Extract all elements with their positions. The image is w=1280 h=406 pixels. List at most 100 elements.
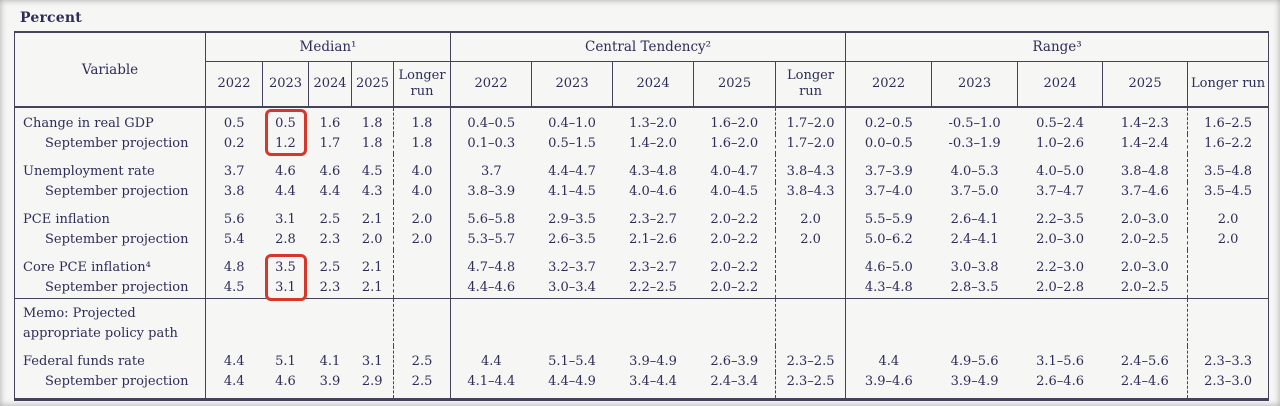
range-value: 3.0–3.8 <box>950 260 999 275</box>
range-value <box>931 298 1018 346</box>
range-value: 2.0–3.0 <box>1120 260 1169 275</box>
year-header-median-4: 2025 <box>351 61 394 108</box>
median-value: 4.8 <box>205 250 263 278</box>
median-value <box>308 298 352 346</box>
range-value: 2.0–3.0 <box>1036 232 1084 247</box>
central-value: 5.3–5.7 <box>450 230 532 250</box>
range-value: 3.7–3.9 <box>845 154 932 182</box>
range-value: 0.0–0.5 <box>845 134 932 154</box>
table-row: September projection 4.4 4.6 3.9 2.9 2.5 4.1–4… <box>14 372 1269 400</box>
median-value: 3.7 <box>205 154 263 182</box>
central-value: 3.9–4.9 <box>629 354 677 369</box>
median-value: 2.8 <box>275 232 296 247</box>
median-value: 2.0 <box>392 202 451 230</box>
median-value: 2.1 <box>361 280 383 295</box>
range-value: 3.1–5.6 <box>1036 354 1084 369</box>
central-value <box>531 298 613 346</box>
median-value: 0.5 <box>205 107 263 134</box>
central-value: 4.1–4.4 <box>450 372 532 400</box>
central-value: 2.9–3.5 <box>548 212 596 227</box>
median-value: 1.8 <box>361 116 383 131</box>
range-value: 3.9–4.9 <box>950 374 999 389</box>
year-header-central-5: Longer run <box>775 61 846 108</box>
central-value: 1.4–2.0 <box>629 136 677 151</box>
range-value: 0.2–0.5 <box>845 107 932 134</box>
range-value: -0.5–1.0 <box>948 116 1001 131</box>
median-value: 4.0 <box>392 154 451 182</box>
table-row: Unemployment rate 3.7 4.6 4.6 4.5 4.0 3.7 4.4–4… <box>14 154 1269 182</box>
range-value: 1.4–2.4 <box>1120 136 1169 151</box>
median-value: 2.5 <box>392 346 451 372</box>
central-value: 4.4–4.7 <box>548 164 596 179</box>
median-value: 5.6 <box>205 202 263 230</box>
median-value: 5.1 <box>275 354 296 369</box>
central-value: 2.4–3.4 <box>710 374 759 389</box>
central-value: 3.0–3.4 <box>548 280 596 295</box>
range-value: 3.7–4.0 <box>845 182 932 202</box>
central-value: 2.3–2.7 <box>629 212 677 227</box>
median-value: 2.0 <box>392 230 451 250</box>
range-value: 2.0–2.5 <box>1120 280 1169 295</box>
central-value: 0.1–0.3 <box>450 134 532 154</box>
central-value: 4.0–4.7 <box>710 164 759 179</box>
median-value: 4.1 <box>319 354 341 369</box>
median-value <box>351 298 394 346</box>
median-value: 4.4 <box>205 346 263 372</box>
group-header-median: Median¹ <box>204 32 451 62</box>
range-value: 2.6–4.1 <box>950 212 999 227</box>
range-value: 2.0–3.0 <box>1120 212 1169 227</box>
central-value <box>775 298 846 346</box>
year-header-central-1: 2022 <box>450 61 532 108</box>
median-value: 4.5 <box>205 278 263 299</box>
year-header-median-2: 2023 <box>262 61 309 108</box>
range-value <box>1102 298 1188 346</box>
central-value: 1.7–2.0 <box>775 134 846 154</box>
row-label: Core PCE inflation⁴ <box>14 250 206 278</box>
range-value: 4.9–5.6 <box>950 354 999 369</box>
median-value: 2.3 <box>319 232 341 247</box>
median-value: 5.4 <box>205 230 263 250</box>
central-value: 4.4 <box>450 346 532 372</box>
median-value: 2.5 <box>319 212 341 227</box>
row-label: September projection <box>14 134 206 154</box>
range-value: 2.0–2.5 <box>1120 232 1169 247</box>
range-value: 2.0 <box>1187 202 1269 230</box>
range-value: 2.4–5.6 <box>1120 354 1169 369</box>
range-value <box>1017 298 1103 346</box>
central-value: 4.1–4.5 <box>548 184 596 199</box>
year-header-median-1: 2022 <box>205 61 263 108</box>
central-value: 2.0–2.2 <box>710 280 759 295</box>
year-header-central-3: 2024 <box>612 61 694 108</box>
median-value: 2.1 <box>361 260 383 275</box>
range-value <box>1187 298 1269 346</box>
table-row: Core PCE inflation⁴ 4.8 3.5 2.5 2.1 4.7–4.8 3.… <box>14 250 1269 278</box>
median-value <box>392 250 451 278</box>
range-value: 5.0–6.2 <box>845 230 932 250</box>
central-value: 3.8–4.3 <box>775 182 846 202</box>
table-row: September projection 0.2 1.2 1.7 1.8 1.8 0.1–0… <box>14 134 1269 154</box>
central-value: 2.3–2.7 <box>629 260 677 275</box>
median-value: 2.5 <box>392 372 451 400</box>
median-value <box>392 278 451 299</box>
range-value: 1.4–2.3 <box>1120 116 1169 131</box>
central-value <box>450 298 532 346</box>
central-value: 4.0–4.5 <box>710 184 759 199</box>
row-label: September projection <box>14 230 206 250</box>
range-value: 2.3–3.3 <box>1187 346 1269 372</box>
median-value: 1.6 <box>319 116 341 131</box>
median-value <box>262 298 309 346</box>
central-value <box>612 298 694 346</box>
median-value: 1.8 <box>392 134 451 154</box>
central-value: 2.0–2.2 <box>710 260 759 275</box>
range-value: -0.3–1.9 <box>948 136 1001 151</box>
median-value: 3.1 <box>275 280 296 295</box>
range-value: 2.4–4.1 <box>950 232 999 247</box>
median-value: 2.3 <box>319 280 341 295</box>
row-label: Unemployment rate <box>14 154 206 182</box>
row-label: PCE inflation <box>14 202 206 230</box>
range-value: 2.3–3.0 <box>1187 372 1269 400</box>
central-value: 4.7–4.8 <box>450 250 532 278</box>
central-value: 2.2–2.5 <box>629 280 677 295</box>
central-value: 4.0–4.6 <box>629 184 677 199</box>
median-value: 3.1 <box>361 354 383 369</box>
